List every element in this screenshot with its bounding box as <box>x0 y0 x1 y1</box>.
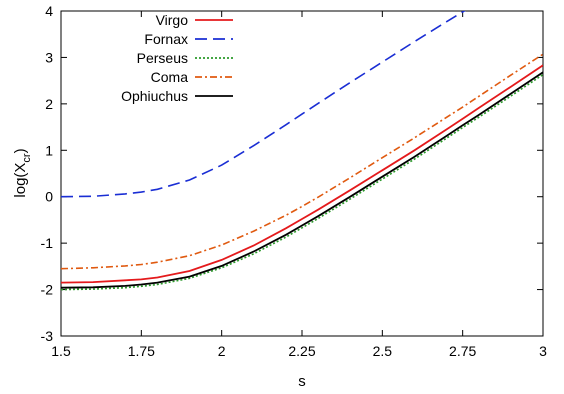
legend-label: Virgo <box>156 12 189 28</box>
y-tick-label: 0 <box>45 189 53 205</box>
x-tick-label: 2.5 <box>373 343 393 359</box>
axis-ticks: 1.5 1.75 2 2.25 2.5 2.75 3 -3 -2 -1 0 1 2 3 4 <box>41 3 548 359</box>
series-layer <box>61 11 543 291</box>
legend: Virgo Fornax Perseus Coma Ophiuchus <box>121 12 233 104</box>
x-axis-label: s <box>298 373 306 390</box>
y-tick-label: 4 <box>45 3 53 19</box>
series-line-ophiuchus <box>61 71 543 289</box>
y-tick-label: 3 <box>45 49 53 65</box>
y-tick-label: -2 <box>41 282 54 298</box>
y-tick-label: 1 <box>45 142 53 158</box>
series-line-virgo <box>61 64 543 284</box>
series-line-coma <box>61 53 543 270</box>
legend-label: Fornax <box>144 31 188 47</box>
series-line-perseus <box>61 73 543 291</box>
x-tick-label: 1.5 <box>51 343 71 359</box>
y-tick-label: -1 <box>41 235 54 251</box>
series-line-fornax <box>61 11 466 198</box>
y-tick-label: 2 <box>45 96 53 112</box>
legend-label: Ophiuchus <box>121 88 188 104</box>
x-tick-label: 2 <box>218 343 226 359</box>
x-tick-label: 2.25 <box>288 343 315 359</box>
y-tick-label: -3 <box>41 328 54 344</box>
legend-label: Coma <box>151 69 189 85</box>
x-tick-label: 3 <box>539 343 547 359</box>
legend-label: Perseus <box>137 50 188 66</box>
x-tick-label: 1.75 <box>128 343 155 359</box>
x-tick-label: 2.75 <box>449 343 476 359</box>
y-axis-label: log(Xcr) <box>12 148 33 197</box>
